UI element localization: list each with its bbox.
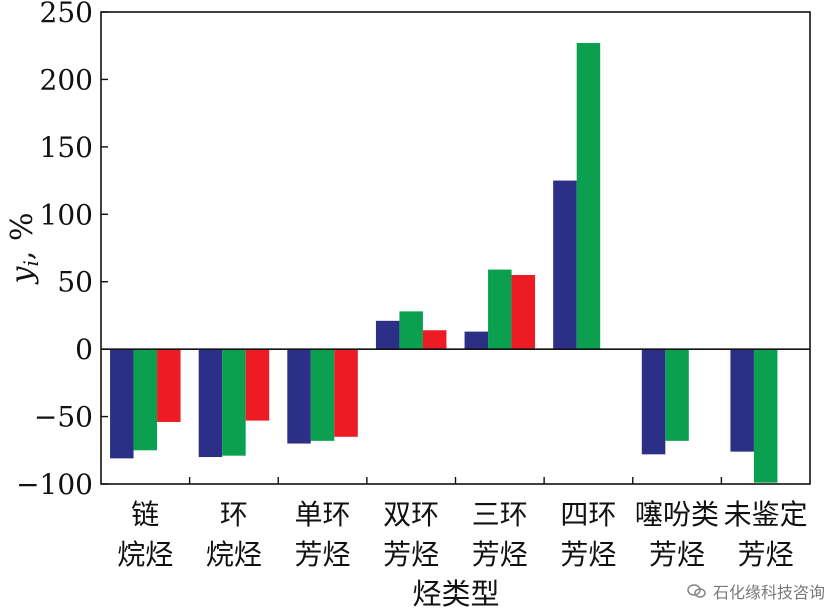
bar [198,349,223,458]
x-tick-label: 噻吩类 [635,498,719,531]
y-tick-label: 200 [40,63,93,96]
x-tick-label: 烷烃 [206,538,262,571]
x-tick-label: 芳烃 [295,538,351,571]
bar [157,349,181,422]
bar [665,349,689,441]
x-tick-label: 未鉴定 [724,498,808,531]
y-tick-label: −50 [34,401,93,434]
bar [222,349,246,456]
x-tick-label: 芳烃 [560,538,616,571]
bar [422,330,447,350]
x-tick-label: 芳烃 [649,538,705,571]
bar [110,349,134,459]
x-tick-label: 芳烃 [383,538,439,571]
x-tick-label: 环 [220,498,248,531]
bar [334,349,358,437]
x-tick-label: 单环 [295,498,351,531]
bar [488,269,512,350]
bar [553,180,577,350]
bar [245,349,270,421]
y-tick-label: 100 [40,198,93,231]
x-tick-label: 芳烃 [738,538,794,571]
axes [101,11,810,485]
y-axis-title: yi, % [5,213,43,286]
y-tick-label: −100 [16,468,93,501]
bar [310,349,335,441]
x-tick-label: 四环 [560,498,616,531]
y-tick-label: 50 [57,266,93,299]
y-tick-label: 0 [75,333,93,366]
bars [110,43,778,483]
bar [133,349,158,451]
x-axis-title: 烃类型 [412,577,499,611]
bar [464,331,489,350]
bar [375,320,400,350]
x-tick-label: 烷烃 [117,538,173,571]
x-tick-label: 链 [131,498,159,531]
bar [511,274,536,350]
bar [399,311,423,350]
wechat-icon [687,584,706,598]
y-tick-label: 150 [40,131,93,164]
bar [576,43,601,350]
watermark-text: 石化缘科技咨询 [712,583,825,602]
x-tick-label: 双环 [383,498,439,531]
bar [730,349,754,452]
y-tick-label: 250 [40,0,93,29]
y-axis-title-group: yi, % [5,213,43,286]
bar [287,349,311,444]
bar [753,349,778,483]
x-tick-label: 三环 [472,498,528,531]
bar [641,349,666,455]
labels: −100−50050100150200250链烷烃环烷烃单环芳烃双环芳烃三环芳烃… [5,0,808,611]
watermark: 石化缘科技咨询 [687,579,825,603]
x-tick-label: 芳烃 [472,538,528,571]
